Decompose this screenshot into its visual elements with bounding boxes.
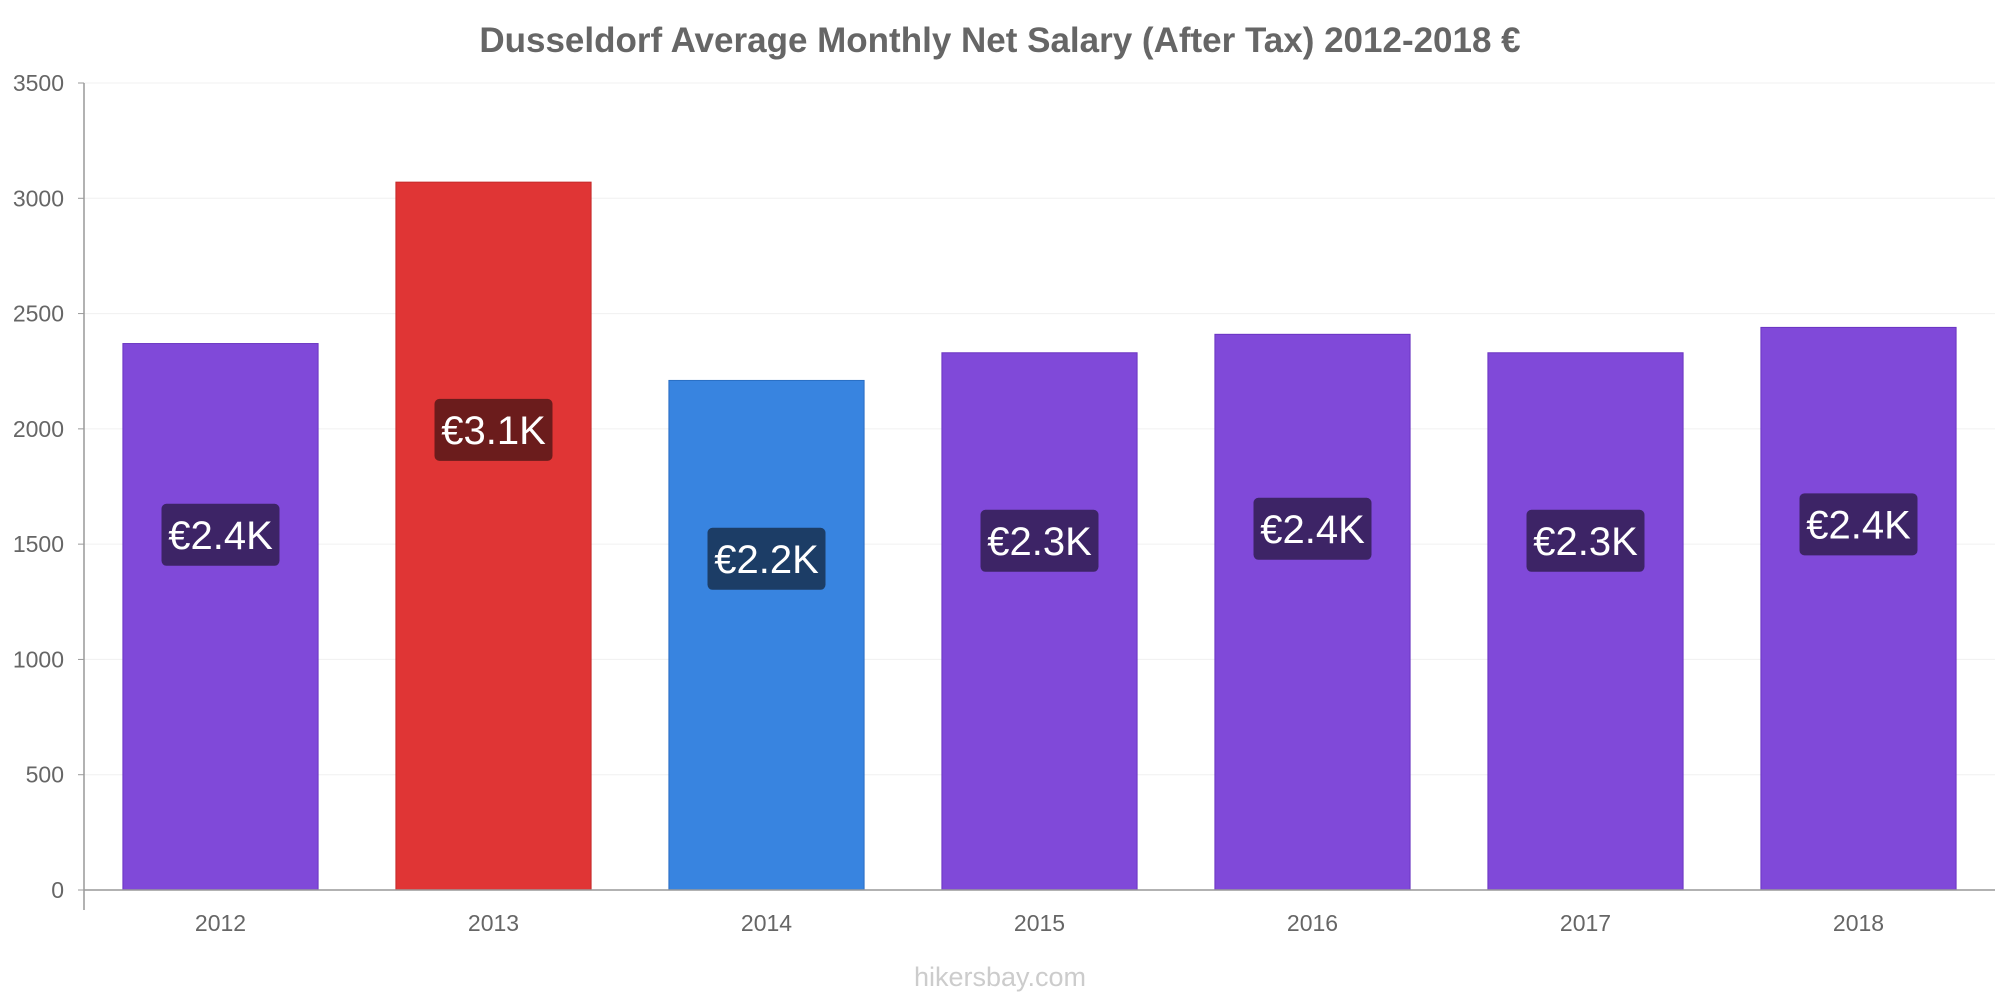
y-tick-label: 0 (51, 877, 64, 903)
bar-2017 (1487, 352, 1684, 891)
bar-2018 (1760, 326, 1957, 891)
bar-2013 (395, 181, 592, 891)
bar-2016 (1214, 333, 1411, 891)
x-tick-label: 2016 (1287, 910, 1338, 936)
bars (122, 181, 1957, 891)
data-label-box (434, 398, 553, 461)
data-label: €2.4K (168, 514, 273, 558)
data-label-box (1526, 509, 1645, 572)
y-tick-label: 2000 (13, 416, 64, 442)
data-labels: €2.4K €3.1K €2.2K €2.3K €2.4K €2.3K €2.4K (161, 398, 1918, 590)
x-tick-label: 2018 (1833, 910, 1884, 936)
y-tick-label: 3500 (13, 70, 64, 96)
x-tick-label: 2015 (1014, 910, 1065, 936)
data-label-box (161, 503, 280, 566)
data-label-box (980, 509, 1099, 572)
data-label-box (1253, 497, 1372, 560)
data-label: €2.2K (714, 538, 819, 582)
x-axis: 2012 2013 2014 2015 2016 2017 2018 (84, 889, 1995, 936)
watermark: hikersbay.com (914, 962, 1086, 992)
data-label-box (707, 527, 826, 590)
data-label: €2.4K (1260, 508, 1365, 552)
y-tick-label: 500 (26, 762, 64, 788)
y-axis: 0 500 1000 1500 2000 2500 3000 3500 (13, 70, 85, 910)
data-label-box (1799, 493, 1918, 556)
data-label: €2.4K (1806, 503, 1911, 547)
x-tick-label: 2012 (195, 910, 246, 936)
x-tick-label: 2014 (741, 910, 792, 936)
bar-2015 (941, 352, 1138, 891)
y-tick-label: 2500 (13, 301, 64, 327)
y-tick-label: 3000 (13, 185, 64, 211)
data-label: €3.1K (441, 409, 546, 453)
data-label: €2.3K (987, 520, 1092, 564)
data-label: €2.3K (1533, 520, 1638, 564)
bar-2014 (668, 379, 865, 891)
x-tick-label: 2017 (1560, 910, 1611, 936)
x-tick-label: 2013 (468, 910, 519, 936)
y-tick-label: 1500 (13, 531, 64, 557)
y-tick-label: 1000 (13, 646, 64, 672)
chart-title: Dusseldorf Average Monthly Net Salary (A… (479, 21, 1520, 60)
bar-2012 (122, 343, 319, 891)
